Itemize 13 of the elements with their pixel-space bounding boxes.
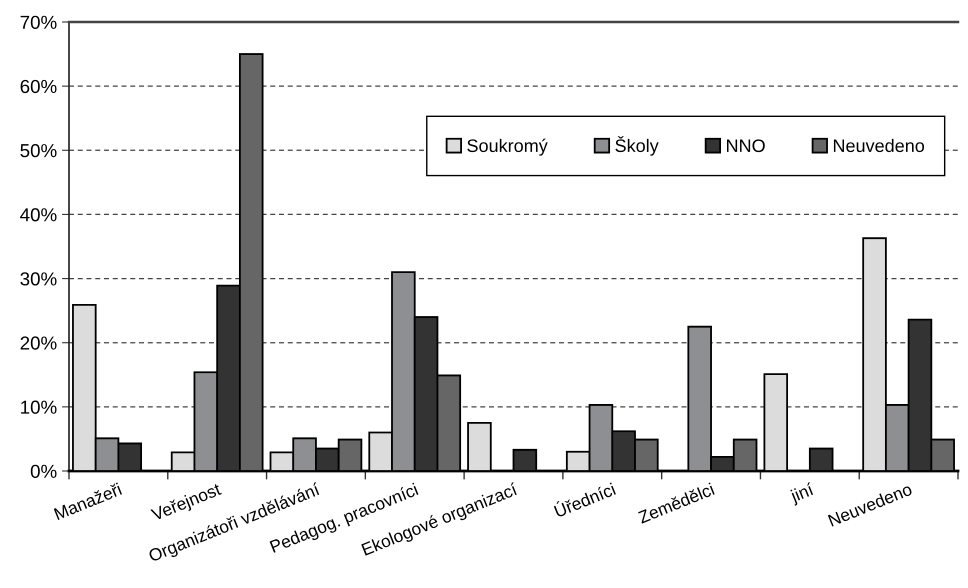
x-tick-label: jiní	[788, 482, 816, 506]
y-tick-label: 40%	[20, 208, 57, 222]
y-tick-label: 50%	[20, 144, 57, 158]
y-tick-label: 60%	[20, 80, 57, 94]
y-tick-label: 0%	[30, 464, 57, 478]
y-tick-label: 30%	[20, 272, 57, 286]
y-tick-label: 70%	[20, 16, 57, 29]
y-tick-label: 20%	[20, 336, 57, 350]
y-tick-label: 10%	[21, 400, 57, 414]
legend-label: Soukromý	[467, 138, 548, 156]
legend-label: NNO	[727, 139, 765, 152]
legend-label: Neuvedeno	[834, 138, 924, 152]
legend-label: Školy	[615, 136, 659, 156]
